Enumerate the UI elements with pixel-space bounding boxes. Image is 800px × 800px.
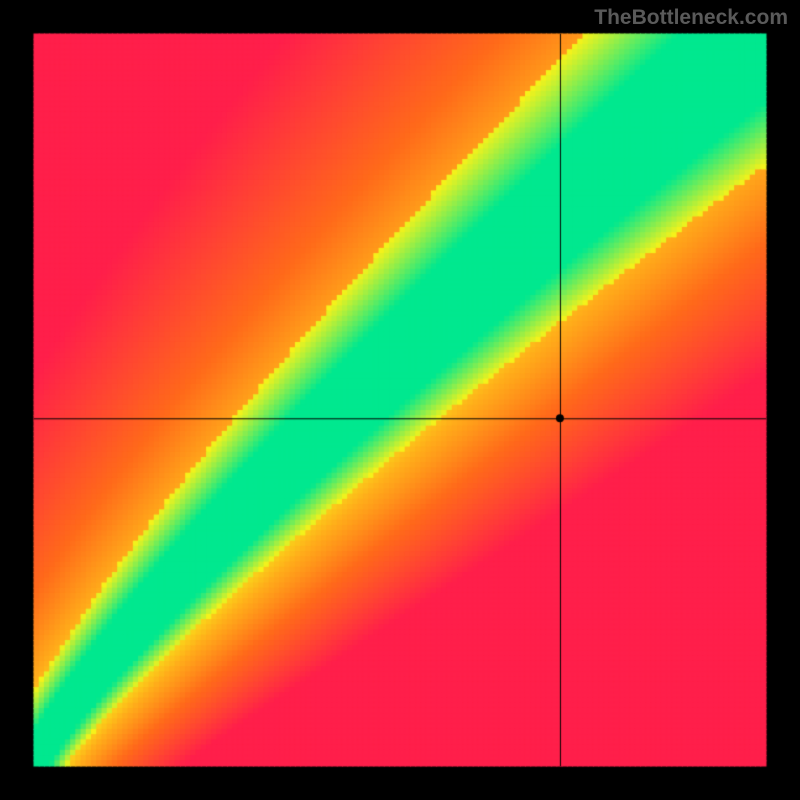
bottleneck-heatmap: [0, 0, 800, 800]
chart-container: TheBottleneck.com: [0, 0, 800, 800]
watermark-text: TheBottleneck.com: [594, 6, 788, 30]
